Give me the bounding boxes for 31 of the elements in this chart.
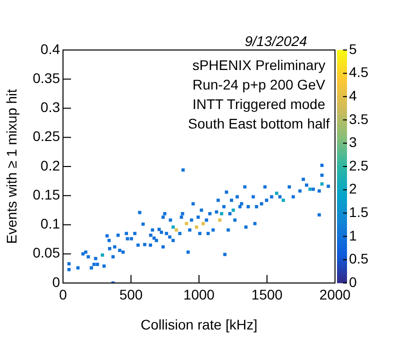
y-tick-label: 0.3 xyxy=(40,99,60,116)
y-axis-title: Events with ≥ 1 mixup hit xyxy=(3,89,20,244)
y-tick-label: 0.25 xyxy=(32,128,60,144)
color-bar-label: 2.5 xyxy=(349,157,369,174)
color-bar-label: 1 xyxy=(349,227,357,244)
y-tick-label: 0.2 xyxy=(40,157,60,174)
x-tick-label: 2000 xyxy=(319,286,351,302)
x-tick-label: 1500 xyxy=(251,286,283,302)
annotation: sPHENIX Preliminary xyxy=(192,57,326,73)
color-bar-label: 1.5 xyxy=(349,204,369,220)
x-tick-label: 1000 xyxy=(183,286,215,302)
color-bar-label: 0.5 xyxy=(349,250,369,267)
y-tick-label: 0.1 xyxy=(40,216,60,232)
color-bar-label: 2 xyxy=(349,180,357,197)
annotation: South East bottom half xyxy=(188,116,330,132)
y-tick-label: 0.4 xyxy=(40,40,60,57)
color-bar-label: 3.5 xyxy=(349,110,369,127)
y-tick-label: 0.15 xyxy=(32,186,60,202)
annotation: INTT Triggered mode xyxy=(192,96,326,112)
color-bar-label: 5 xyxy=(349,40,357,57)
y-tick-label: 0 xyxy=(52,274,60,290)
color-bar-label: 0 xyxy=(349,274,357,290)
text: 9/13/2024 xyxy=(244,33,308,49)
y-tick-label: 0.35 xyxy=(32,70,60,86)
x-axis-title: Collision rate [kHz] xyxy=(140,316,258,332)
y-tick-label: 0.05 xyxy=(32,244,60,261)
x-tick-label: 500 xyxy=(119,286,143,302)
color-bar-label: 3 xyxy=(349,134,357,150)
annotation: Run-24 p+p 200 GeV xyxy=(192,76,326,92)
color-bar-label: 4 xyxy=(349,87,357,104)
color-bar-label: 4.5 xyxy=(349,64,369,80)
